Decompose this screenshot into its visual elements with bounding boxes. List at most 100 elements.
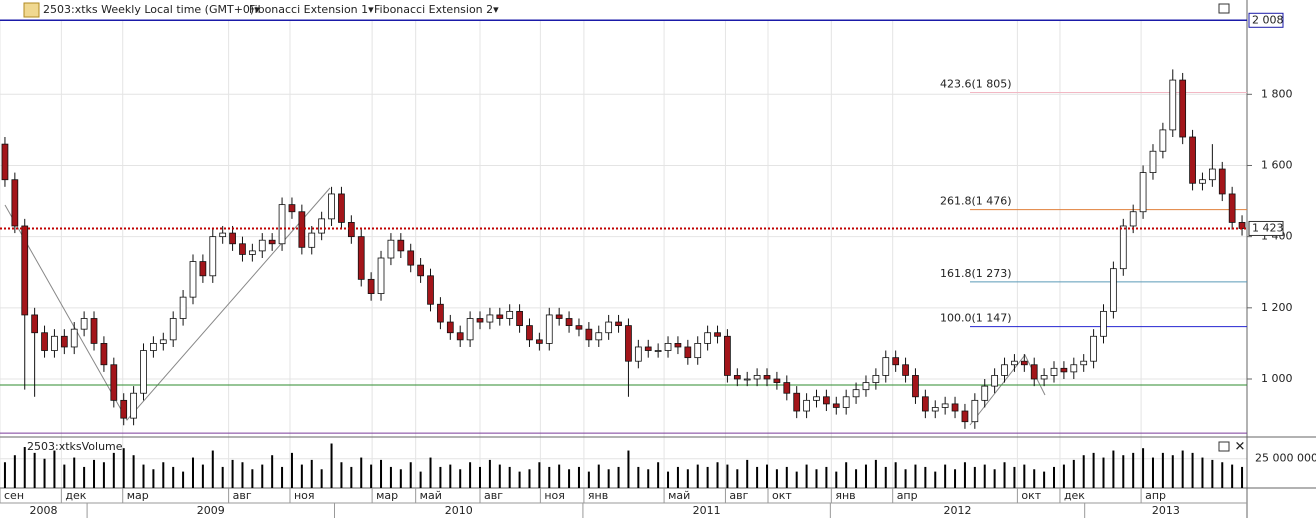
volume-bar [528,469,531,488]
candle-body [268,239,276,245]
candle-body [199,261,207,277]
volume-bar [558,464,561,488]
y-tick-label: 1 800 [1261,87,1293,100]
symbol-title[interactable]: 2503:xtks Weekly Local time (GMT+0)▾ [43,3,260,16]
volume-bar [874,459,877,488]
volume-bar [488,459,491,488]
candle-body [476,318,484,323]
volume-bar [290,452,293,488]
candle-body [239,243,246,255]
level-label: 1 423 [1252,221,1284,234]
volume-bar [805,464,808,488]
candle-body [1,143,9,181]
volume-bar [894,462,897,488]
candle-body [466,318,474,341]
volume-bar [429,457,432,488]
volume-bar [1231,464,1234,488]
candle-body [1001,364,1008,376]
candle-body [1228,193,1236,223]
x-tick-label: сен [4,489,24,502]
volume-bar [152,469,155,488]
volume-bar [320,469,323,488]
volume-bar [33,452,36,488]
volume-bar [884,466,887,488]
volume-bar [954,469,957,488]
volume-bar [310,459,313,488]
x-tick-label: окт [772,489,792,502]
candle-body [1218,168,1226,195]
volume-bar [122,448,125,488]
candle-body [625,325,632,362]
candle-body [31,314,39,334]
volume-bar [1181,450,1184,488]
y-tick-label: 1 000 [1261,372,1293,385]
volume-bar [577,466,580,488]
candle-body [140,350,147,394]
volume-bar [963,462,966,488]
volume-bar [983,464,986,488]
symbol-icon[interactable] [23,2,40,18]
candle-body [1020,360,1028,366]
volume-bar [1003,462,1006,488]
candle-body [1119,225,1127,270]
candle-body [1179,79,1187,138]
candle-body [783,382,791,394]
volume-bar [261,464,264,488]
volume-bar [914,464,917,488]
candle-body [545,314,553,344]
candle-body [209,236,217,277]
maximize-button[interactable] [1218,441,1230,452]
volume-bar [478,466,481,488]
candle-body [288,204,296,213]
x-tick-label: май [420,489,442,502]
volume-bar [1092,452,1095,488]
x-tick-label: апр [897,489,918,502]
volume-bar [449,464,452,488]
level-box [1248,220,1284,236]
volume-bar [1132,452,1135,488]
candle-body [338,193,345,223]
volume-bar [1013,466,1016,488]
volume-bar [340,462,343,488]
study-title[interactable]: Fibonacci Extension 1▾ [249,3,374,16]
maximize-button[interactable] [1218,3,1230,14]
volume-bar [13,455,16,488]
volume-bar [182,471,185,488]
candle-body [1149,150,1157,173]
volume-bar [825,466,828,488]
volume-bar [1102,457,1105,488]
volume-bar [676,466,679,488]
volume-bar [736,469,739,488]
volume-bar [1023,464,1026,488]
volume-bar [775,469,778,488]
close-button[interactable]: ✕ [1235,440,1246,455]
candle-body [526,325,533,341]
candle-body [971,399,979,423]
volume-bar [23,447,26,488]
volume-bar [607,469,610,488]
candle-body [941,403,949,408]
study-title[interactable]: Fibonacci Extension 2▾ [374,3,499,16]
volume-bar [43,458,46,488]
candle-body [1100,310,1107,337]
candle-body [1238,222,1246,229]
volume-bar [855,469,858,488]
volume-bar [766,464,769,488]
volume-bar [756,466,759,488]
x-tick-label: мар [376,489,398,502]
volume-bar [409,462,412,488]
candle-body [150,343,157,351]
candle-body [417,264,424,277]
volume-bar [568,469,571,488]
volume-bar [53,450,56,488]
volume-bar [241,462,244,488]
volume-bar [1072,459,1075,488]
candle-body [248,250,256,255]
candle-body [1129,211,1137,227]
volume-bar [845,462,848,488]
candle-body [219,232,227,238]
candle-body [60,335,68,348]
candle-body [110,364,118,401]
volume-bar [548,466,551,488]
volume-bar [132,455,135,488]
